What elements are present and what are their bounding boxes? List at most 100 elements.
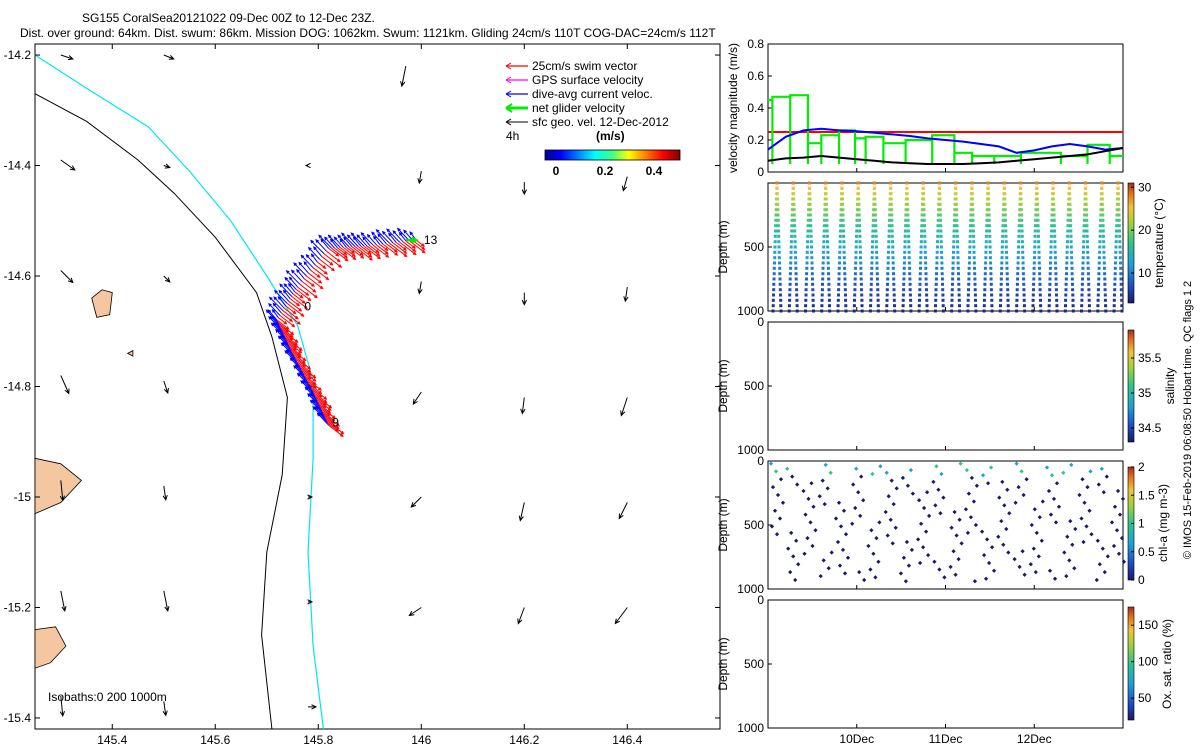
temp-point xyxy=(1036,208,1040,212)
temp-point xyxy=(1006,293,1010,297)
temp-point xyxy=(827,298,831,302)
temp-point xyxy=(936,229,940,233)
temp-point xyxy=(775,186,779,190)
chla-point xyxy=(861,498,866,503)
temp-point xyxy=(934,293,938,297)
temp-point xyxy=(788,293,792,297)
temp-point xyxy=(774,213,778,217)
temp-point xyxy=(1097,256,1101,260)
temp-point xyxy=(827,272,830,276)
swim-vector-19 xyxy=(354,246,373,261)
chla-point xyxy=(794,538,799,543)
temp-point xyxy=(907,250,911,254)
temp-point xyxy=(936,218,940,222)
temp-point xyxy=(951,266,955,270)
temp-point xyxy=(1082,224,1086,228)
temp-point xyxy=(1104,304,1108,308)
chla-ytick-label-0: 0 xyxy=(757,454,764,468)
temp-point xyxy=(1063,309,1067,313)
temp-point xyxy=(1006,304,1010,308)
temp-point xyxy=(968,256,971,260)
sal-cbtick-label-0: 34.5 xyxy=(1138,421,1162,435)
temp-point xyxy=(923,245,927,249)
temp-point xyxy=(969,208,973,212)
temp-point xyxy=(843,261,846,265)
chla-point xyxy=(979,529,985,534)
temp-point xyxy=(1070,250,1073,254)
temp-point xyxy=(973,293,977,297)
temp-point xyxy=(1038,266,1041,270)
vel-ytick-label-2: 0.4 xyxy=(747,101,764,115)
temp-point xyxy=(1054,277,1058,281)
temp-point xyxy=(1019,186,1023,190)
temp-point xyxy=(855,234,858,238)
temp-point xyxy=(1071,288,1075,292)
island-2 xyxy=(34,626,67,669)
vel-ytick-label-4: 0.8 xyxy=(747,37,764,51)
temp-point xyxy=(844,293,847,297)
temp-point xyxy=(889,186,893,190)
temp-point xyxy=(1065,256,1069,260)
chla-point xyxy=(840,547,846,553)
temp-point xyxy=(853,293,857,297)
temp-point xyxy=(902,266,906,270)
temp-point xyxy=(1119,277,1123,281)
swim-vector-63 xyxy=(284,336,303,351)
temp-point xyxy=(1001,234,1005,238)
geo-vector-30 xyxy=(517,607,525,625)
temp-point xyxy=(934,304,937,308)
temp-point xyxy=(1004,245,1008,249)
temp-point xyxy=(806,224,810,228)
temp-point xyxy=(1068,208,1072,212)
temp-point xyxy=(1114,234,1118,238)
chla-point xyxy=(845,555,851,560)
temp-point xyxy=(794,266,798,270)
temp-point xyxy=(885,309,889,313)
temp-point xyxy=(1005,261,1009,265)
temp-point xyxy=(919,240,923,244)
temp-point xyxy=(909,298,913,302)
temp-point xyxy=(967,266,971,270)
temp-point xyxy=(903,250,907,254)
temp-point xyxy=(823,213,827,217)
sal-ytick-label-2: 1000 xyxy=(737,443,764,457)
dac-vector-55 xyxy=(271,308,279,319)
temp-point xyxy=(922,208,926,212)
sal-cbtick-label-1: 35 xyxy=(1138,386,1152,400)
chla-point xyxy=(1065,534,1070,539)
chla-point xyxy=(1094,577,1099,583)
temp-point xyxy=(1118,240,1122,244)
chla-point xyxy=(1044,465,1050,470)
temp-point xyxy=(1037,234,1040,238)
temp-point xyxy=(793,240,797,244)
chla-point xyxy=(1048,512,1054,517)
temp-point xyxy=(788,298,792,302)
temp-point xyxy=(1114,245,1118,249)
temp-point xyxy=(825,229,829,233)
temp-point xyxy=(886,282,889,286)
dac-vector-18 xyxy=(346,234,359,247)
temp-point xyxy=(953,218,956,222)
dac-vector-21 xyxy=(337,234,350,248)
temp-point xyxy=(888,208,892,212)
temp-point xyxy=(1098,229,1102,233)
geo-vector-13 xyxy=(623,287,629,303)
temp-point xyxy=(811,288,815,292)
swim-vector-39 xyxy=(303,278,316,287)
dac-vector-26 xyxy=(324,236,335,249)
temp-point xyxy=(909,304,913,308)
temp-point xyxy=(806,240,810,244)
temp-point xyxy=(870,272,874,276)
temp-point xyxy=(810,250,814,254)
temp-point xyxy=(1016,266,1020,270)
salinity-colorbar xyxy=(1127,329,1135,443)
temp-point xyxy=(905,186,909,190)
chla-point xyxy=(843,532,849,537)
temp-point xyxy=(919,250,923,254)
chla-point xyxy=(866,543,871,549)
temp-point xyxy=(873,186,877,190)
temp-point xyxy=(838,240,842,244)
chla-point xyxy=(884,470,889,475)
temp-point xyxy=(1086,245,1089,249)
